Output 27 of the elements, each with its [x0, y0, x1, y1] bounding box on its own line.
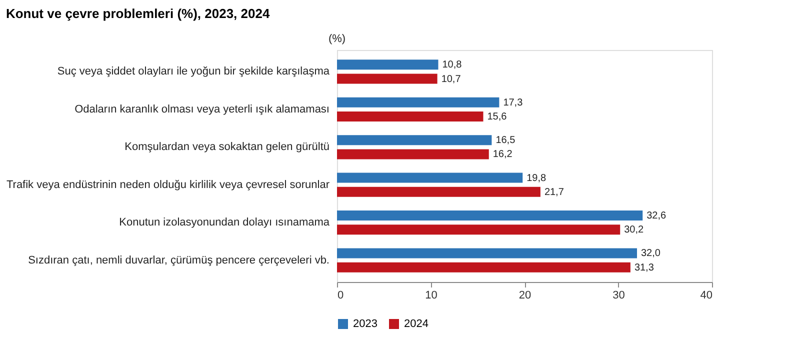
y-tick-label: Suç veya şiddet olayları ile yoğun bir şekilde karşılaşma [57, 66, 330, 78]
y-tick-label: Odaların karanlık olması veya yeterli ışık alamaması [74, 103, 330, 116]
text: Konut ve çevre problemleri (%), 2023, 2024 [6, 6, 270, 21]
data-label: 30,2 [624, 224, 644, 236]
x-tick-label: 20 [518, 290, 532, 302]
data-label: 10,7 [441, 74, 462, 85]
legend-label: 2023 [353, 318, 378, 330]
y-tick-label: Sızdıran çatı, nemli duvarlar, çürümüş pencere çerçeveleri vb. [28, 254, 330, 266]
data-label: 16,2 [492, 149, 513, 160]
legend-label: 2024 [404, 318, 428, 330]
y-tick-label: Konutun izolasyonundan dolayı ısınamama [119, 216, 330, 229]
x-tick-label: 0 [338, 290, 344, 302]
data-label: 16,5 [496, 135, 516, 146]
data-label: 31,3 [634, 262, 654, 274]
x-tick-label: 30 [612, 290, 625, 302]
x-tick-label: 40 [700, 290, 712, 302]
data-label: 19,8 [526, 172, 547, 184]
y-tick-label: Trafik veya endüstrinin neden olduğu kirlilik veya çevresel sorunlar [6, 178, 330, 191]
x-tick-label: 10 [425, 290, 438, 302]
data-label: 32,6 [646, 210, 667, 222]
data-label: 21,7 [544, 186, 564, 198]
data-label: 10,8 [442, 60, 462, 71]
data-label: 15,6 [487, 111, 508, 122]
data-label: 17,3 [503, 97, 524, 108]
x-axis-title: (%) [328, 33, 346, 45]
data-label: 32,0 [641, 248, 661, 260]
y-tick-label: Komşulardan veya sokaktan gelen gürültü [124, 141, 330, 154]
